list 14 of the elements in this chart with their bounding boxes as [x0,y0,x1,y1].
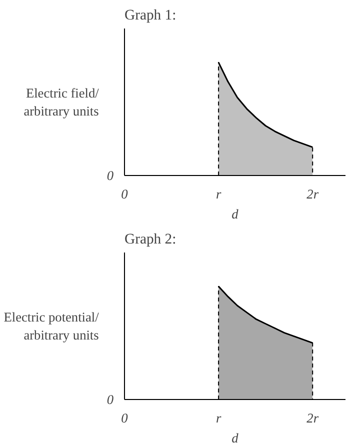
y-axis-title: Electric field/ arbitrary units [24,86,100,118]
x-tick-label: r [216,186,222,202]
x-tick-label: 2r [306,410,320,426]
x-axis-title: d [232,430,239,446]
text: 0 [106,168,114,183]
chart-title: Graph 2: [124,232,176,248]
text: 0 [106,392,114,407]
chart-title: Graph 1: [124,8,176,24]
x-tick-label: 0 [121,410,128,426]
x-tick-label: 2r [306,186,320,202]
x-axis-title: d [232,206,239,222]
y-axis-title: Electric potential/ arbitrary units [4,310,100,342]
x-tick-label: r [216,410,222,426]
x-tick-label: 0 [121,186,128,202]
